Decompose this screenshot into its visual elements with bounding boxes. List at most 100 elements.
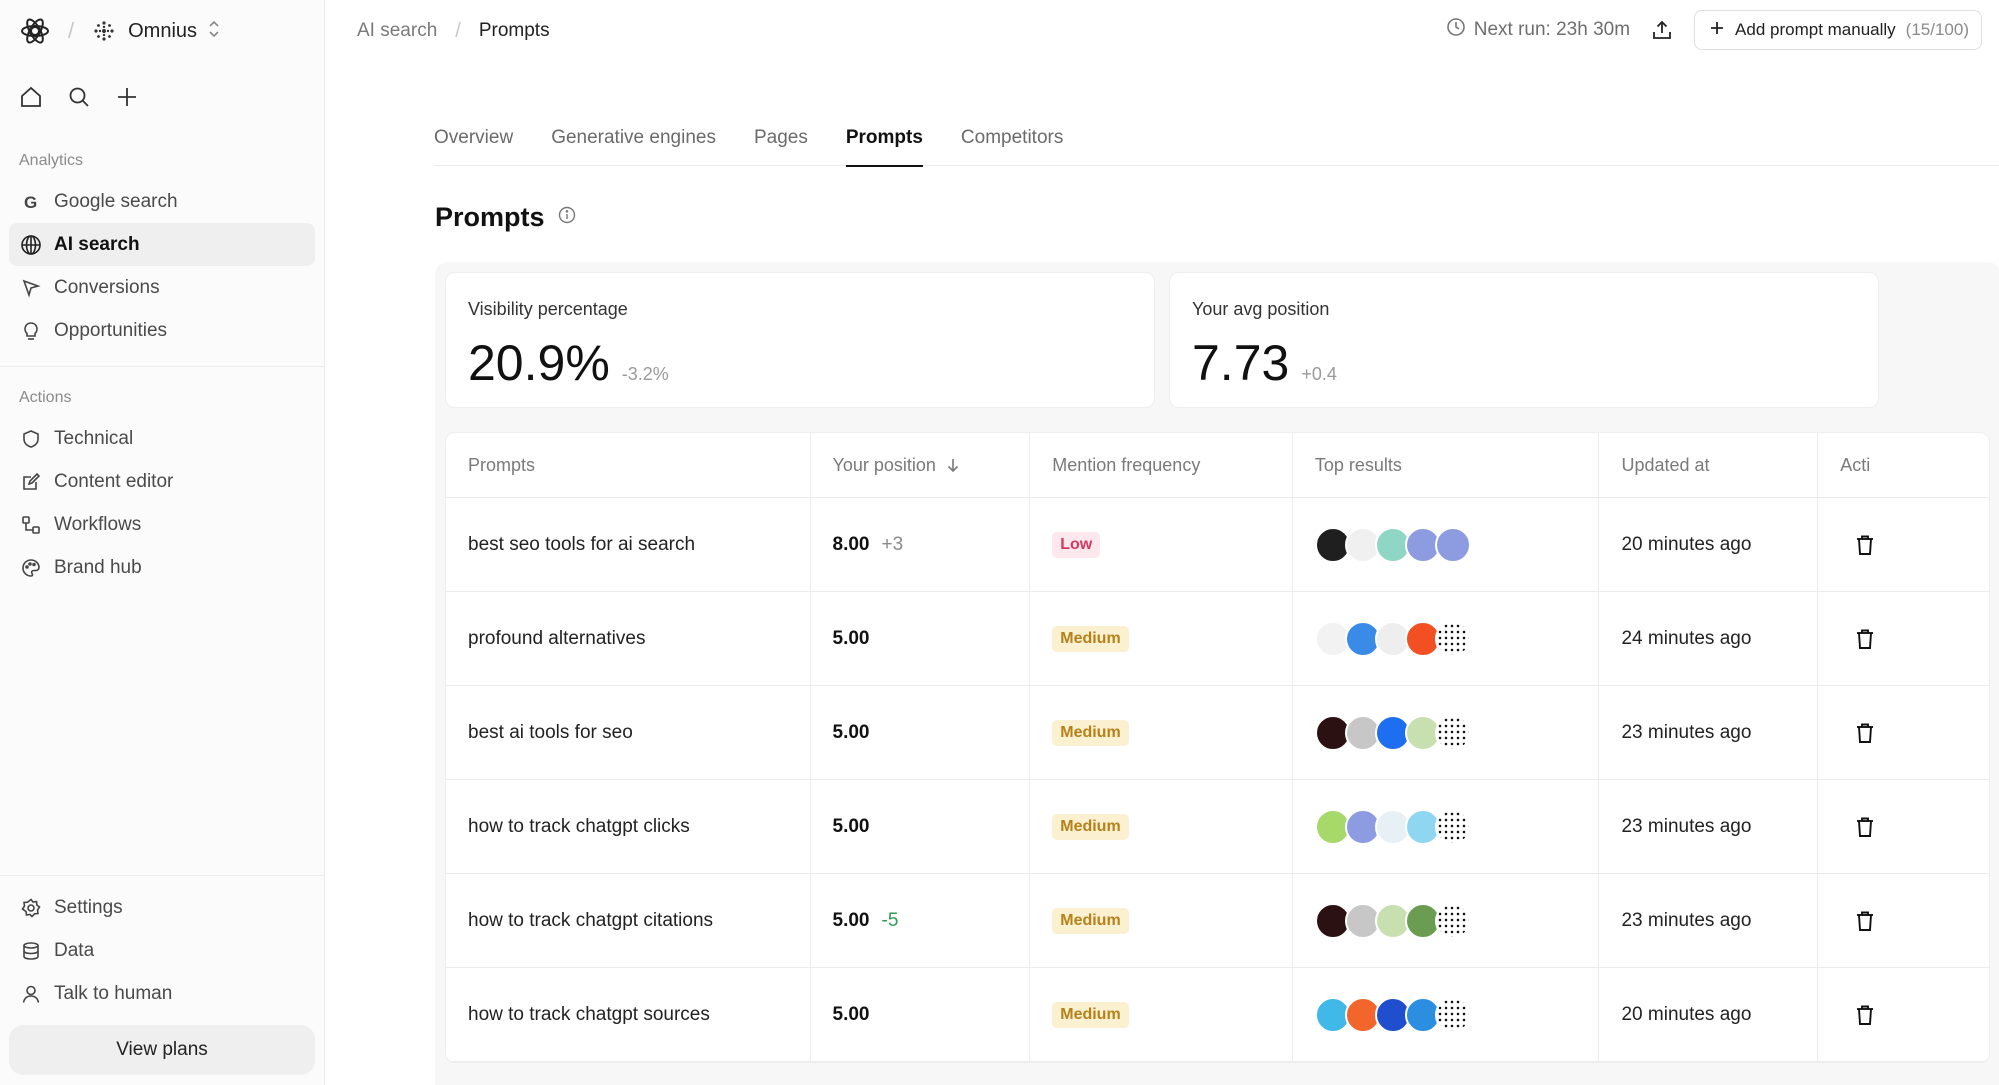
lightbulb-icon xyxy=(20,320,42,342)
updated-text: 23 minutes ago xyxy=(1621,815,1752,837)
search-icon[interactable] xyxy=(66,84,92,110)
table-row[interactable]: how to track chatgpt clicks 5.00 Medium … xyxy=(446,780,1989,874)
tab-generative-engines[interactable]: Generative engines xyxy=(551,127,716,148)
sidebar-item-settings[interactable]: Settings xyxy=(9,886,315,929)
trash-icon[interactable] xyxy=(1853,815,1877,839)
sidebar-item-label: Brand hub xyxy=(54,556,142,578)
sidebar-item-google-search[interactable]: G Google search xyxy=(9,180,315,223)
prompt-cell[interactable]: how to track chatgpt citations xyxy=(446,874,811,967)
table-row[interactable]: how to track chatgpt citations 5.00 -5 M… xyxy=(446,874,1989,968)
topbar-actions: Next run: 23h 30m Add prompt manually (1… xyxy=(1446,10,1982,50)
breadcrumb: AI search / Prompts xyxy=(357,20,550,43)
top-results-cell xyxy=(1293,874,1600,967)
sidebar-item-workflows[interactable]: Workflows xyxy=(9,503,315,546)
sidebar-item-brand-hub[interactable]: Brand hub xyxy=(9,546,315,589)
updated-cell: 23 minutes ago xyxy=(1599,780,1819,873)
table-row[interactable]: how to track chatgpt sources 5.00 Medium… xyxy=(446,968,1989,1062)
sidebar-item-conversions[interactable]: Conversions xyxy=(9,266,315,309)
sidebar-item-content-editor[interactable]: Content editor xyxy=(9,460,315,503)
column-header-updated-at[interactable]: Updated at xyxy=(1599,433,1819,497)
column-header-top-results[interactable]: Top results xyxy=(1293,433,1600,497)
avg-position-stat-card: Your avg position 7.73 +0.4 xyxy=(1169,272,1879,408)
top-results-cell xyxy=(1293,498,1600,591)
column-header-prompts[interactable]: Prompts xyxy=(446,433,811,497)
top-result-favicon[interactable] xyxy=(1434,902,1471,939)
breadcrumb-current: Prompts xyxy=(478,20,550,41)
sidebar-item-talk-to-human[interactable]: Talk to human xyxy=(9,972,315,1015)
workspace-switcher[interactable]: Omnius xyxy=(90,17,221,45)
sidebar-item-technical[interactable]: Technical xyxy=(9,417,315,460)
top-results-cell xyxy=(1293,780,1600,873)
trash-icon[interactable] xyxy=(1853,1003,1877,1027)
top-result-favicon[interactable] xyxy=(1434,714,1471,751)
stat-label: Your avg position xyxy=(1192,299,1330,319)
favicon-stack xyxy=(1314,902,1471,939)
position-delta: +3 xyxy=(881,533,904,555)
favicon-stack xyxy=(1314,808,1471,845)
plus-icon[interactable] xyxy=(114,84,140,110)
table-row[interactable]: best seo tools for ai search 8.00 +3 Low… xyxy=(446,498,1989,592)
frequency-badge: Medium xyxy=(1052,907,1129,934)
frequency-badge: Medium xyxy=(1052,719,1129,746)
prompt-cell[interactable]: how to track chatgpt clicks xyxy=(446,780,811,873)
prompt-cell[interactable]: profound alternatives xyxy=(446,592,811,685)
sidebar-item-data[interactable]: Data xyxy=(9,929,315,972)
position-cell: 5.00 xyxy=(811,780,1031,873)
favicon-stack xyxy=(1314,996,1471,1033)
prompt-cell[interactable]: how to track chatgpt sources xyxy=(446,968,811,1061)
table-row[interactable]: profound alternatives 5.00 Medium 24 min… xyxy=(446,592,1989,686)
table-row[interactable]: best ai tools for seo 5.00 Medium 23 min… xyxy=(446,686,1989,780)
favicon-stack xyxy=(1314,526,1471,563)
position-value: 5.00 xyxy=(832,627,870,649)
sidebar-item-label: Opportunities xyxy=(54,319,168,341)
top-result-favicon[interactable] xyxy=(1434,808,1471,845)
main-content: AI search / Prompts Next run: 23h 30m xyxy=(325,0,1999,1085)
workflow-icon xyxy=(20,514,42,536)
frequency-badge: Medium xyxy=(1052,625,1129,652)
trash-icon[interactable] xyxy=(1853,721,1877,745)
export-upload-icon[interactable] xyxy=(1648,16,1676,44)
top-result-favicon[interactable] xyxy=(1434,996,1471,1033)
stat-delta: +0.4 xyxy=(1301,364,1337,384)
position-value: 5.00 xyxy=(832,815,870,837)
column-header-position[interactable]: Your position xyxy=(811,433,1031,497)
breadcrumb-parent[interactable]: AI search xyxy=(357,20,438,41)
table-body: best seo tools for ai search 8.00 +3 Low… xyxy=(446,498,1989,1062)
position-cell: 5.00 xyxy=(811,592,1031,685)
add-prompt-button[interactable]: Add prompt manually (15/100) xyxy=(1694,10,1982,50)
updated-cell: 23 minutes ago xyxy=(1599,874,1819,967)
top-results-cell xyxy=(1293,968,1600,1061)
sidebar-item-ai-search[interactable]: AI search xyxy=(9,223,315,266)
trash-icon[interactable] xyxy=(1853,533,1877,557)
frequency-cell: Medium xyxy=(1030,686,1293,779)
tab-competitors[interactable]: Competitors xyxy=(960,127,1064,148)
sidebar-footer: Settings Data Talk to human View plans xyxy=(0,875,324,1085)
tab-pages[interactable]: Pages xyxy=(753,127,808,148)
position-cell: 5.00 -5 xyxy=(811,874,1031,967)
tab-overview[interactable]: Overview xyxy=(434,127,514,148)
column-header-mention-frequency[interactable]: Mention frequency xyxy=(1030,433,1293,497)
prompt-cell[interactable]: best seo tools for ai search xyxy=(446,498,811,591)
top-result-favicon[interactable] xyxy=(1434,526,1471,563)
page-title-row: Prompts xyxy=(435,202,577,233)
prompt-text: how to track chatgpt sources xyxy=(468,1003,710,1025)
top-result-favicon[interactable] xyxy=(1434,620,1471,657)
svg-text:G: G xyxy=(24,193,37,212)
top-results-cell xyxy=(1293,686,1600,779)
trash-icon[interactable] xyxy=(1853,909,1877,933)
info-icon[interactable] xyxy=(557,205,577,230)
column-header-label: Your position xyxy=(832,454,936,475)
clock-icon xyxy=(1446,17,1466,43)
app-logo-icon[interactable] xyxy=(18,14,52,48)
next-run-text: Next run: 23h 30m xyxy=(1473,19,1631,40)
tab-prompts[interactable]: Prompts xyxy=(845,120,924,167)
view-plans-button[interactable]: View plans xyxy=(9,1025,315,1075)
prompt-cell[interactable]: best ai tools for seo xyxy=(446,686,811,779)
home-icon[interactable] xyxy=(18,84,44,110)
trash-icon[interactable] xyxy=(1853,627,1877,651)
stats-row: Visibility percentage 20.9% -3.2% Your a… xyxy=(445,272,1990,408)
sidebar-item-opportunities[interactable]: Opportunities xyxy=(9,309,315,352)
workspace-name: Omnius xyxy=(128,19,198,42)
actions-cell xyxy=(1818,686,1989,779)
